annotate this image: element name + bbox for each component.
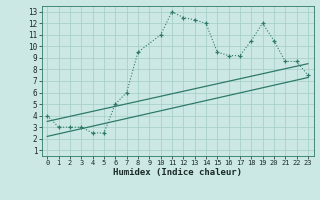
X-axis label: Humidex (Indice chaleur): Humidex (Indice chaleur) bbox=[113, 168, 242, 177]
